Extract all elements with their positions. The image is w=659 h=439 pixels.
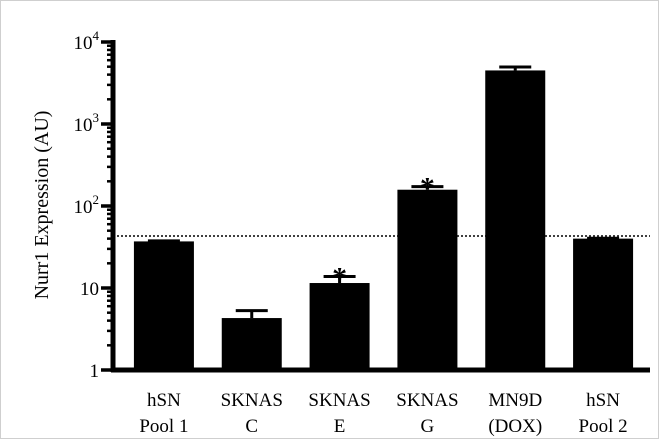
- y-tick-label: 1: [90, 361, 100, 382]
- y-tick-label: 10: [80, 279, 99, 300]
- y-tick-label: 104: [74, 28, 100, 54]
- x-tick-label: hSN: [586, 390, 620, 411]
- y-axis-title: Nurr1 Expression (AU): [31, 111, 53, 300]
- axes: [101, 40, 650, 373]
- x-tick-label: SKNAS: [221, 390, 283, 411]
- y-tick-label: 103: [74, 110, 100, 136]
- x-tick-label: G: [421, 416, 435, 437]
- significance-star: *: [332, 262, 347, 295]
- x-tick-label: E: [334, 416, 346, 437]
- x-tick-label: Pool 2: [579, 416, 628, 437]
- bar: [573, 238, 634, 370]
- y-tick-label: 102: [74, 192, 100, 218]
- bar: [397, 189, 458, 370]
- x-tick-label: hSN: [147, 390, 181, 411]
- x-tick-label: SKNAS: [308, 390, 370, 411]
- x-tick-label: C: [245, 416, 258, 437]
- x-tick-label: (DOX): [488, 416, 542, 437]
- bar: [133, 241, 194, 370]
- labels: 1 10 102 103 104 hSN Pool 1 SKNAS C * SKNAS E * SKNAS…: [74, 28, 628, 437]
- x-tick-label: SKNAS: [396, 390, 458, 411]
- bars: [133, 65, 634, 370]
- x-tick-label: Pool 1: [139, 416, 188, 437]
- bar: [309, 283, 370, 370]
- bar: [485, 70, 546, 370]
- bar: [221, 318, 282, 370]
- x-tick-label: MN9D: [488, 390, 542, 411]
- significance-star: *: [420, 172, 435, 205]
